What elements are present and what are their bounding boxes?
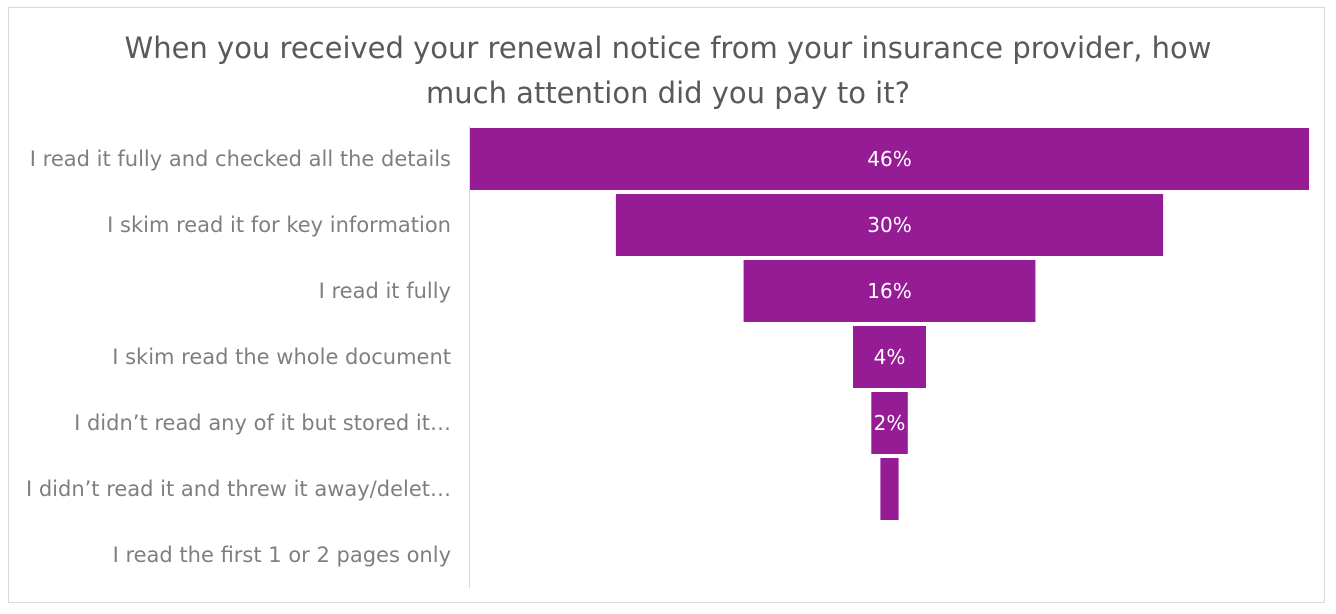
chart-title-line-1: When you received your renewal notice fr… xyxy=(124,31,1212,65)
funnel-bar-1 xyxy=(470,128,1309,190)
funnel-bar-3 xyxy=(743,260,1036,322)
funnel-bar-4 xyxy=(853,326,926,388)
data-label-4: 4% xyxy=(874,345,906,369)
chart-title-line-2: much attention did you pay to it? xyxy=(426,76,910,110)
category-label-2: I skim read it for key information xyxy=(107,213,451,237)
category-label-7: I read the first 1 or 2 pages only xyxy=(113,543,451,567)
chart-frame xyxy=(8,7,1325,603)
category-label-6: I didn’t read it and threw it away/delet… xyxy=(26,477,451,501)
data-label-2: 30% xyxy=(867,213,911,237)
bars-group xyxy=(470,128,1309,520)
funnel-bar-5 xyxy=(871,392,908,454)
data-label-3: 16% xyxy=(867,279,911,303)
category-labels-group: I read it fully and checked all the deta… xyxy=(26,147,451,567)
funnel-bar-6 xyxy=(880,458,899,520)
data-label-1: 46% xyxy=(867,147,911,171)
data-labels-group: 46% 30% 16% 4% 2% xyxy=(867,147,911,435)
funnel-bar-2 xyxy=(615,194,1164,256)
category-label-3: I read it fully xyxy=(319,279,451,303)
category-label-1: I read it fully and checked all the deta… xyxy=(30,147,451,171)
category-label-4: I skim read the whole document xyxy=(112,345,451,369)
data-label-5: 2% xyxy=(874,411,906,435)
category-label-5: I didn’t read any of it but stored it… xyxy=(74,411,451,435)
chart-title: When you received your renewal notice fr… xyxy=(0,26,1336,116)
